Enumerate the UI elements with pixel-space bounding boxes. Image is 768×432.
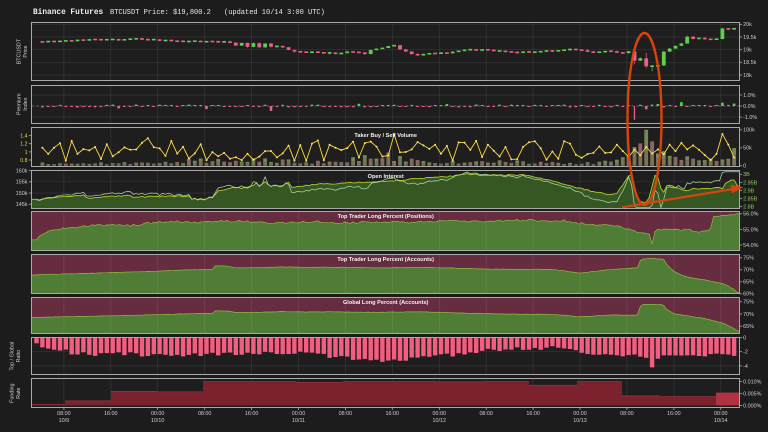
- svg-text:65%: 65%: [743, 280, 754, 286]
- svg-text:75%: 75%: [743, 256, 754, 262]
- svg-text:56.0%: 56.0%: [743, 212, 758, 218]
- svg-text:0.005%: 0.005%: [743, 391, 761, 397]
- svg-text:Ratio: Ratio: [16, 350, 22, 363]
- svg-text:08:00: 08:00: [339, 411, 353, 417]
- svg-text:BTCUSDT Price: $19,800.2: BTCUSDT Price: $19,800.2: [110, 9, 211, 17]
- svg-text:Rate: Rate: [16, 388, 22, 399]
- svg-text:1: 1: [25, 150, 28, 156]
- svg-text:0.000%: 0.000%: [743, 403, 761, 409]
- svg-text:70%: 70%: [743, 268, 754, 274]
- svg-text:Top Trader Long Percent (Posit: Top Trader Long Percent (Positions): [338, 214, 434, 220]
- svg-text:10/13: 10/13: [573, 418, 587, 424]
- svg-text:1.0%: 1.0%: [743, 93, 755, 99]
- svg-text:54.0%: 54.0%: [743, 243, 758, 249]
- svg-text:08:00: 08:00: [198, 411, 212, 417]
- svg-text:1.2: 1.2: [20, 142, 27, 148]
- svg-text:2.8B: 2.8B: [743, 205, 754, 211]
- svg-text:3B: 3B: [743, 172, 750, 178]
- svg-text:2.85B: 2.85B: [743, 196, 757, 202]
- svg-text:150k: 150k: [16, 191, 28, 197]
- svg-text:75%: 75%: [743, 300, 754, 306]
- svg-text:Global Long Percent (Accounts): Global Long Percent (Accounts): [343, 300, 429, 306]
- svg-text:19k: 19k: [743, 48, 752, 54]
- svg-text:0: 0: [743, 164, 746, 170]
- svg-text:160k: 160k: [16, 168, 28, 174]
- svg-text:Funding: Funding: [10, 383, 16, 402]
- svg-text:100k: 100k: [743, 128, 755, 134]
- svg-text:60%: 60%: [743, 292, 754, 298]
- svg-text:145k: 145k: [16, 202, 28, 208]
- svg-text:Price: Price: [23, 45, 29, 57]
- svg-text:00:00: 00:00: [151, 411, 165, 417]
- svg-text:16:00: 16:00: [104, 411, 118, 417]
- svg-text:10/11: 10/11: [292, 418, 305, 424]
- svg-text:00:00: 00:00: [292, 411, 306, 417]
- svg-text:-1.0%: -1.0%: [743, 115, 757, 121]
- svg-text:-4: -4: [743, 364, 748, 370]
- svg-text:155k: 155k: [16, 180, 28, 186]
- svg-text:10/14: 10/14: [714, 418, 728, 424]
- svg-text:0.010%: 0.010%: [743, 380, 761, 386]
- svg-text:2.9B: 2.9B: [743, 188, 754, 194]
- svg-text:0: 0: [743, 335, 746, 341]
- svg-text:16:00: 16:00: [526, 411, 540, 417]
- svg-text:65%: 65%: [743, 324, 754, 330]
- svg-text:10/10: 10/10: [151, 418, 165, 424]
- svg-text:08:00: 08:00: [620, 411, 634, 417]
- svg-text:Taker Buy / Sell Volume: Taker Buy / Sell Volume: [354, 133, 417, 139]
- svg-text:10/12: 10/12: [433, 418, 447, 424]
- svg-text:19.5k: 19.5k: [743, 35, 756, 41]
- svg-text:(updated 10/14 3:00 UTC): (updated 10/14 3:00 UTC): [224, 9, 325, 17]
- svg-text:18k: 18k: [743, 73, 752, 79]
- svg-text:00:00: 00:00: [573, 411, 587, 417]
- svg-text:Binance Futures: Binance Futures: [33, 9, 104, 17]
- svg-text:2.95B: 2.95B: [743, 180, 757, 186]
- svg-text:50k: 50k: [743, 146, 752, 152]
- svg-text:Open Interest: Open Interest: [368, 174, 404, 180]
- svg-text:16:00: 16:00: [667, 411, 681, 417]
- svg-text:00:00: 00:00: [714, 411, 728, 417]
- svg-text:Index: Index: [23, 97, 29, 110]
- svg-text:Top Trader Long Percent (Accou: Top Trader Long Percent (Accounts): [337, 257, 434, 263]
- svg-text:-2: -2: [743, 350, 748, 356]
- svg-text:00:00: 00:00: [433, 411, 447, 417]
- svg-text:70%: 70%: [743, 312, 754, 318]
- svg-text:18.5k: 18.5k: [743, 60, 756, 66]
- svg-text:08:00: 08:00: [57, 411, 71, 417]
- svg-text:Top / Global: Top / Global: [10, 342, 16, 371]
- svg-text:Premium: Premium: [17, 93, 23, 115]
- svg-text:10/9: 10/9: [59, 418, 70, 424]
- svg-text:55.0%: 55.0%: [743, 227, 758, 233]
- svg-text:0.8: 0.8: [20, 158, 27, 164]
- svg-text:BTCUSDT: BTCUSDT: [17, 38, 23, 64]
- svg-text:0.0%: 0.0%: [743, 104, 755, 110]
- svg-text:1.4: 1.4: [20, 134, 27, 140]
- svg-text:16:00: 16:00: [386, 411, 400, 417]
- svg-text:16:00: 16:00: [245, 411, 259, 417]
- svg-text:20k: 20k: [743, 22, 752, 28]
- svg-text:08:00: 08:00: [479, 411, 493, 417]
